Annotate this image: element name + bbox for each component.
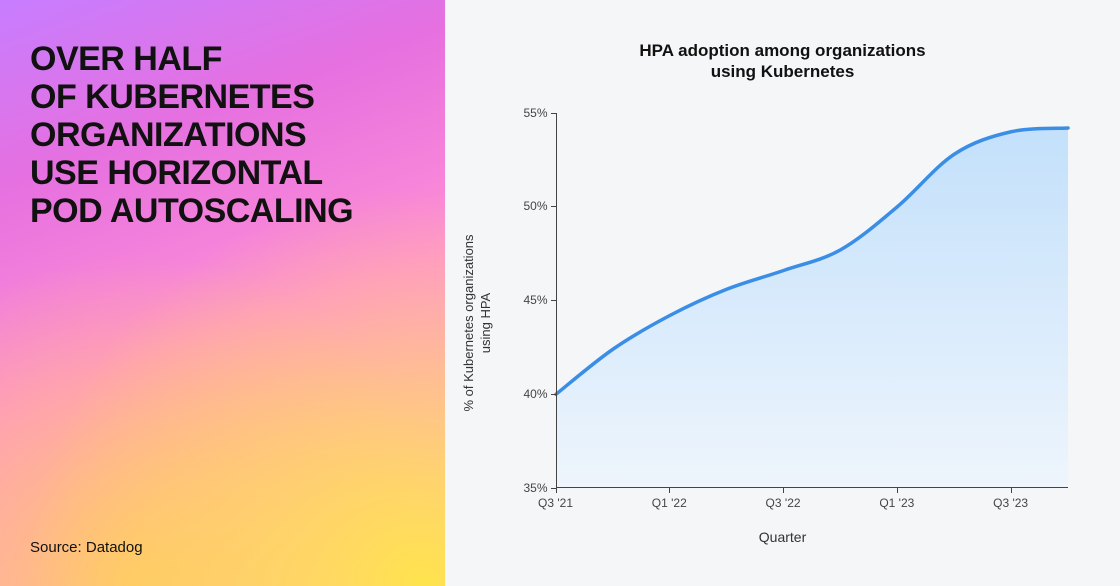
y-tick-label: 50% <box>523 199 547 213</box>
chart-panel: HPA adoption among organizationsusing Ku… <box>445 0 1120 586</box>
chart-title: HPA adoption among organizationsusing Ku… <box>485 40 1080 83</box>
x-tick-label: Q3 '21 <box>538 496 573 510</box>
x-tick-label: Q3 '23 <box>993 496 1028 510</box>
y-tick-label: 45% <box>523 293 547 307</box>
chart-svg <box>556 113 1068 488</box>
y-tick-label: 40% <box>523 387 547 401</box>
x-tick-label: Q3 '22 <box>766 496 801 510</box>
x-tick-label: Q1 '22 <box>652 496 687 510</box>
headline-panel: OVER HALFOF KUBERNETESORGANIZATIONSUSE H… <box>0 0 445 586</box>
plot-area: 35%40%45%50%55%Q3 '21Q1 '22Q3 '22Q1 '23Q… <box>556 113 1068 488</box>
chart-area-fill <box>556 128 1068 488</box>
infographic-container: OVER HALFOF KUBERNETESORGANIZATIONSUSE H… <box>0 0 1120 586</box>
chart-wrapper: % of Kubernetes organizationsusing HPA 3… <box>488 103 1078 543</box>
x-tick-label: Q1 '23 <box>879 496 914 510</box>
source-text: Source: Datadog <box>30 539 415 556</box>
headline-text: OVER HALFOF KUBERNETESORGANIZATIONSUSE H… <box>30 40 415 230</box>
y-tick-label: 55% <box>523 106 547 120</box>
y-axis-label: % of Kubernetes organizationsusing HPA <box>461 234 495 411</box>
y-tick-label: 35% <box>523 481 547 495</box>
x-axis-label: Quarter <box>759 529 806 545</box>
